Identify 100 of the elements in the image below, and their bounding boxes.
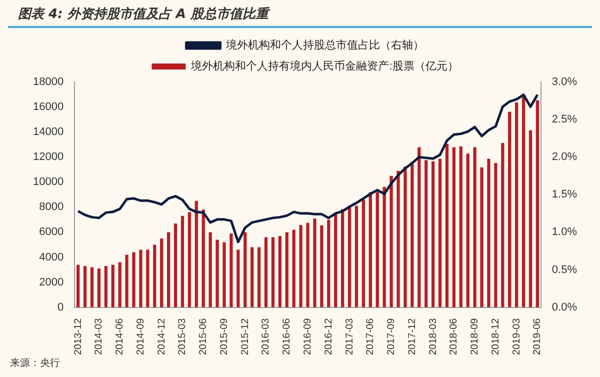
bar bbox=[264, 237, 268, 308]
x-tick-label: 2019-03 bbox=[511, 318, 522, 356]
bar bbox=[132, 252, 136, 308]
bar bbox=[257, 247, 261, 308]
y-tick-label: 10000 bbox=[32, 176, 64, 188]
bar bbox=[473, 147, 476, 308]
bar bbox=[480, 167, 484, 308]
x-tick-label: 2017-12 bbox=[406, 318, 418, 356]
bar bbox=[466, 154, 470, 308]
x-tick-label: 2017-06 bbox=[365, 318, 376, 356]
bar bbox=[424, 160, 428, 308]
y-tick-label: 12000 bbox=[32, 151, 64, 164]
bar bbox=[508, 112, 512, 308]
x-tick-label: 2018-09 bbox=[470, 318, 481, 356]
bar bbox=[125, 254, 128, 308]
bar bbox=[216, 240, 219, 308]
bar bbox=[327, 220, 330, 308]
x-tick-label: 2015-09 bbox=[218, 318, 230, 356]
bar bbox=[396, 170, 400, 308]
x-tick-label: 2018-03 bbox=[428, 318, 439, 356]
bar bbox=[528, 130, 532, 308]
y-tick-label: 6000 bbox=[39, 226, 64, 238]
bar bbox=[104, 266, 108, 308]
bar bbox=[250, 247, 254, 308]
bar bbox=[522, 96, 526, 308]
bar bbox=[244, 232, 247, 308]
bar bbox=[536, 100, 540, 308]
y-tick-label: 0 bbox=[57, 301, 64, 314]
bar bbox=[153, 244, 156, 308]
bar bbox=[90, 267, 94, 308]
bar bbox=[236, 250, 240, 308]
bar bbox=[299, 224, 302, 308]
bar bbox=[111, 264, 114, 308]
y2-tick-label: 0.0% bbox=[552, 301, 578, 314]
x-tick-label: 2015-06 bbox=[198, 318, 210, 356]
y-tick-label: 16000 bbox=[32, 101, 64, 114]
x-tick-label: 2014-03 bbox=[94, 318, 105, 356]
bar bbox=[487, 158, 490, 308]
y2-tick-label: 2.5% bbox=[552, 114, 578, 126]
x-tick-label: 2017-03 bbox=[344, 318, 356, 356]
bar bbox=[146, 250, 150, 308]
x-tick-label: 2014-12 bbox=[156, 318, 168, 356]
bar bbox=[418, 147, 421, 308]
x-tick-label: 2014-09 bbox=[135, 318, 146, 356]
x-tick-label: 2013-12 bbox=[72, 318, 84, 356]
bar bbox=[313, 218, 316, 308]
bar bbox=[431, 161, 435, 308]
x-tick-label: 2015-12 bbox=[240, 318, 251, 356]
bar bbox=[202, 210, 205, 308]
bar bbox=[390, 176, 393, 308]
y-tick-label: 8000 bbox=[39, 201, 64, 214]
x-tick-label: 2016-12 bbox=[323, 318, 334, 356]
y-tick-label: 4000 bbox=[39, 251, 64, 264]
bar bbox=[368, 192, 372, 308]
x-tick-label: 2018-12 bbox=[490, 318, 502, 356]
bar bbox=[348, 207, 352, 308]
y2-tick-label: 3.0% bbox=[552, 76, 578, 88]
bar bbox=[501, 142, 504, 308]
bar bbox=[334, 213, 338, 308]
x-tick-label: 2014-06 bbox=[114, 318, 126, 356]
legend-label: 境外机构和个人持有境内人民币金融资产:股票（亿元） bbox=[190, 60, 458, 73]
bar bbox=[376, 192, 379, 308]
bar bbox=[208, 232, 212, 308]
x-tick-label: 2016-03 bbox=[260, 318, 272, 356]
bar bbox=[230, 233, 233, 308]
y2-tick-label: 0.5% bbox=[552, 264, 578, 276]
x-tick-label: 2019-06 bbox=[532, 318, 544, 356]
bar bbox=[382, 186, 386, 308]
bar bbox=[118, 262, 122, 308]
bar bbox=[166, 232, 170, 308]
bar bbox=[362, 200, 366, 308]
bar bbox=[174, 223, 178, 308]
bar bbox=[194, 200, 198, 308]
chart-title: 图表 4: 外资持股市值及占 A 股总市值比重 bbox=[8, 0, 592, 28]
bar bbox=[459, 146, 462, 308]
y-tick-label: 18000 bbox=[32, 76, 64, 88]
bar bbox=[83, 266, 87, 308]
legend-label: 境外机构和个人持股总市值占比（右轴） bbox=[224, 38, 424, 52]
bar bbox=[76, 264, 80, 308]
y-tick-label: 2000 bbox=[39, 276, 64, 288]
bar bbox=[445, 144, 449, 308]
x-tick-label: 2016-09 bbox=[302, 318, 314, 356]
bar bbox=[410, 162, 414, 308]
bar bbox=[306, 222, 310, 308]
bar bbox=[180, 216, 184, 308]
y2-tick-label: 1.5% bbox=[552, 188, 578, 201]
y-tick-label: 14000 bbox=[32, 126, 64, 138]
y2-tick-label: 1.0% bbox=[552, 226, 578, 238]
bar bbox=[340, 209, 344, 308]
x-tick-label: 2015-03 bbox=[177, 318, 188, 356]
x-tick-label: 2016-06 bbox=[282, 318, 293, 356]
x-tick-label: 2017-09 bbox=[386, 318, 398, 356]
bar bbox=[188, 212, 191, 308]
bar bbox=[160, 238, 164, 308]
y2-tick-label: 2.0% bbox=[552, 151, 578, 164]
bar bbox=[278, 236, 282, 308]
bar bbox=[139, 250, 142, 308]
bar bbox=[438, 158, 442, 308]
bar bbox=[285, 232, 288, 308]
bar bbox=[292, 230, 296, 308]
